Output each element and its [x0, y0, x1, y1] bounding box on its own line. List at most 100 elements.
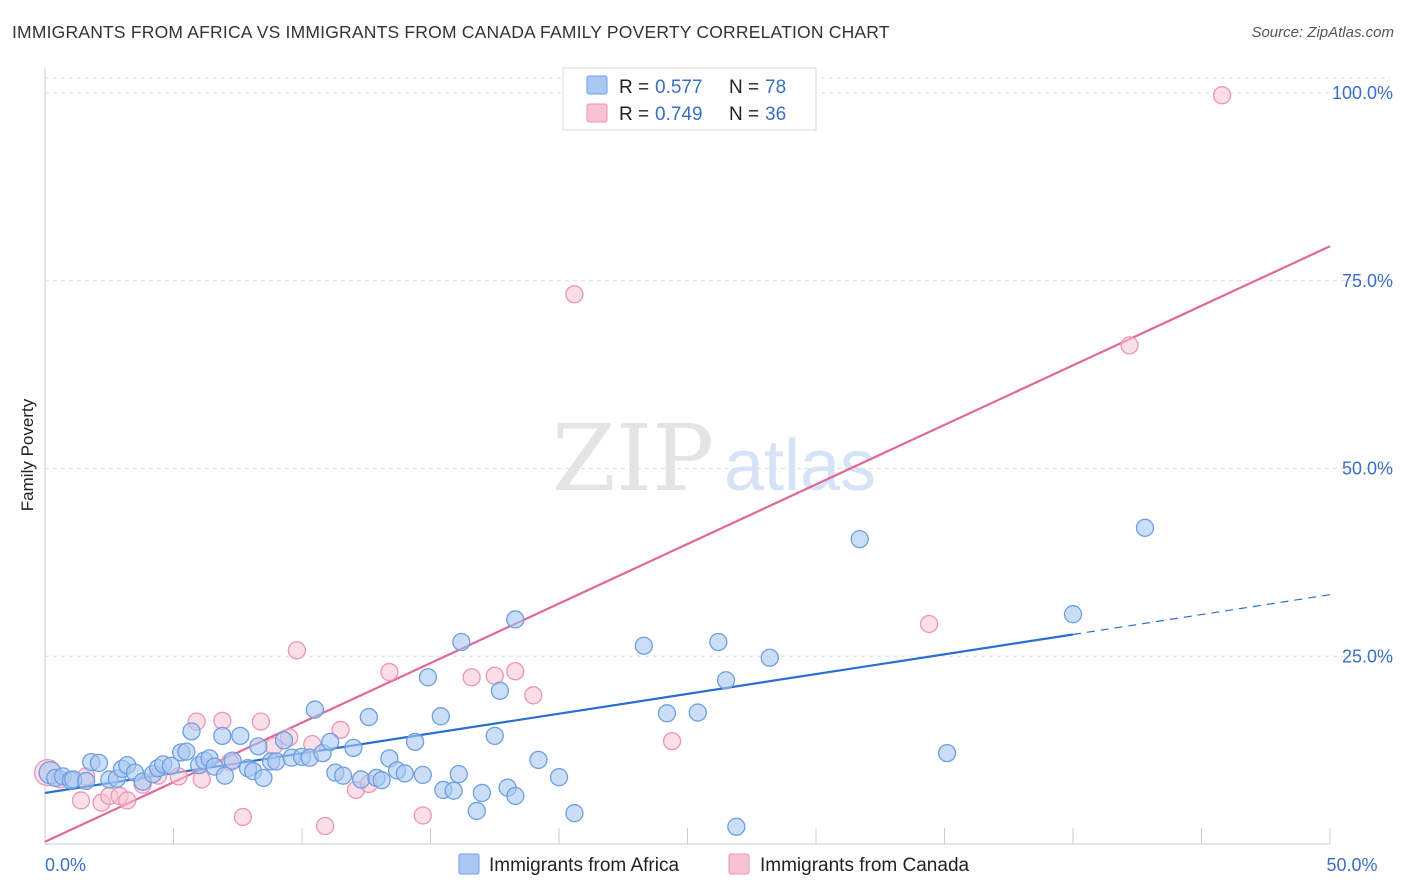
data-point-canada — [118, 791, 137, 810]
data-point-africa — [1135, 518, 1155, 537]
data-point-africa — [760, 648, 779, 667]
data-point-africa — [333, 766, 353, 785]
data-point-africa — [1063, 605, 1083, 624]
data-point-africa — [359, 707, 378, 727]
data-point-africa — [418, 668, 438, 687]
data-point-africa — [321, 732, 340, 752]
bottom-legend: Immigrants from Africa Immigrants from C… — [458, 853, 970, 876]
data-point-canada — [315, 816, 335, 836]
data-point-africa — [76, 771, 96, 791]
y-tick-label: 25.0% — [1342, 646, 1393, 666]
legend-r-label-africa: R = — [619, 77, 649, 98]
y-tick-label: 100.0% — [1332, 83, 1393, 103]
data-point-canada — [71, 791, 91, 810]
x-ticks: 0.0% 50.0% — [44, 828, 1378, 875]
y-tick-label: 75.0% — [1342, 271, 1393, 291]
data-point-africa — [405, 732, 425, 752]
data-point-africa — [449, 765, 468, 784]
legend-n-label-africa: N = — [729, 77, 759, 98]
legend-r-canada: 0.749 — [655, 104, 703, 125]
data-point-africa — [657, 704, 677, 723]
data-point-africa — [413, 765, 432, 785]
data-point-africa — [506, 786, 525, 806]
bottom-legend-swatch-canada — [728, 853, 750, 875]
data-point-africa — [709, 632, 728, 652]
data-point-africa — [351, 770, 371, 789]
data-point-africa — [444, 781, 463, 800]
data-point-africa — [182, 722, 201, 741]
data-point-africa — [452, 632, 471, 652]
data-point-canada — [919, 614, 939, 634]
data-point-africa — [254, 768, 273, 788]
data-point-canada — [662, 731, 682, 751]
legend-swatch-africa — [586, 75, 608, 95]
legend-r-africa: 0.577 — [655, 77, 703, 98]
data-point-africa — [634, 636, 653, 655]
data-point-canada — [233, 807, 253, 827]
trend-lines — [44, 245, 1331, 843]
data-point-africa — [231, 726, 250, 746]
legend-swatch-canada — [586, 103, 608, 123]
bottom-legend-swatch-africa — [458, 853, 480, 875]
data-point-africa — [549, 768, 569, 787]
data-point-africa — [716, 671, 736, 690]
data-point-canada — [251, 712, 271, 731]
trend-line-canada — [44, 245, 1331, 843]
data-point-africa — [344, 738, 363, 758]
data-point-canada — [331, 720, 350, 740]
y-ticks: 25.0% 50.0% 75.0% 100.0% — [1332, 83, 1393, 666]
bottom-legend-label-africa: Immigrants from Africa — [489, 855, 679, 876]
data-point-africa — [249, 737, 268, 756]
data-point-canada — [524, 686, 543, 705]
watermark-zip: ZIP — [552, 405, 714, 512]
y-tick-label: 50.0% — [1342, 459, 1393, 479]
trend-line-africa-projection — [1072, 594, 1331, 636]
data-point-africa — [177, 742, 196, 761]
data-point-africa — [372, 771, 391, 790]
data-point-africa — [223, 751, 242, 770]
data-point-canada — [462, 668, 481, 687]
africa-points — [38, 518, 1155, 836]
data-point-africa — [688, 703, 707, 722]
data-point-africa — [485, 726, 504, 746]
legend-n-africa: 78 — [765, 77, 786, 98]
data-point-africa — [472, 783, 492, 803]
top-legend: R = 0.577 N = 78 R = 0.749 N = 36 — [562, 67, 817, 131]
data-point-canada — [1120, 336, 1139, 355]
data-point-canada — [413, 806, 432, 825]
chart-title: IMMIGRANTS FROM AFRICA VS IMMIGRANTS FRO… — [12, 22, 890, 42]
source-credit: Source: ZipAtlas.com — [1251, 24, 1394, 41]
data-point-africa — [267, 752, 286, 771]
legend-r-label-canada: R = — [619, 104, 649, 125]
data-point-canada — [506, 662, 525, 681]
legend-n-label-canada: N = — [729, 104, 759, 125]
data-point-canada — [565, 285, 584, 304]
data-point-africa — [431, 707, 450, 726]
data-point-africa — [467, 801, 486, 821]
data-point-africa — [215, 766, 235, 785]
data-point-africa — [305, 700, 325, 719]
data-point-africa — [213, 726, 232, 746]
data-point-canada — [287, 641, 307, 660]
gridlines — [45, 77, 1390, 657]
data-point-africa — [850, 529, 869, 549]
data-point-africa — [506, 610, 525, 629]
data-point-africa — [89, 753, 109, 773]
x-tick-label: 50.0% — [1326, 855, 1377, 875]
data-point-africa — [565, 804, 584, 823]
canada-points — [33, 86, 1232, 836]
data-point-canada — [380, 662, 399, 682]
data-point-africa — [529, 750, 548, 770]
data-point-africa — [395, 764, 414, 783]
data-point-africa — [937, 743, 957, 763]
bottom-legend-label-canada: Immigrants from Canada — [760, 855, 970, 876]
data-point-africa — [161, 756, 181, 776]
data-point-africa — [490, 681, 510, 700]
watermark: ZIP atlas — [552, 405, 876, 512]
data-point-canada — [1212, 86, 1232, 105]
x-tick-label: 0.0% — [45, 855, 86, 875]
data-point-africa — [274, 731, 294, 750]
data-point-africa — [727, 817, 746, 836]
legend-n-canada: 36 — [765, 104, 786, 125]
